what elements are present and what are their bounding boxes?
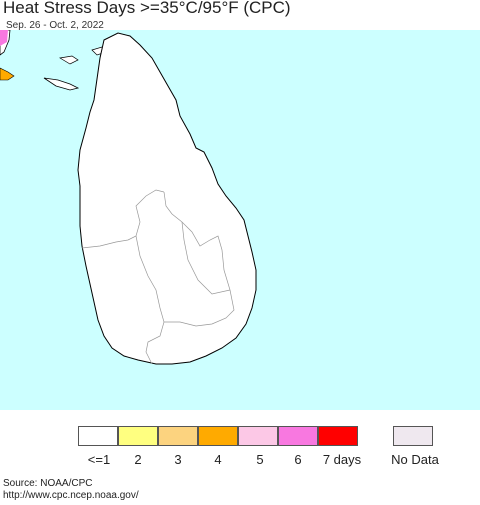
legend-swatch-2 [118, 426, 158, 446]
legend-label: <=1 [87, 452, 111, 467]
legend-label: 3 [174, 452, 182, 467]
source-line: Source: NOAA/CPC [3, 478, 93, 489]
legend-swatch-1 [78, 426, 118, 446]
legend-swatch-5 [238, 426, 278, 446]
legend-swatch-no-data [393, 426, 433, 446]
legend-swatch-7 [318, 426, 358, 446]
legend-swatch-3 [158, 426, 198, 446]
source-url: http://www.cpc.ncep.noaa.gov/ [3, 490, 139, 501]
legend-label: 2 [134, 452, 142, 467]
legend: <=1 2 3 4 5 6 7 days No Data [0, 426, 480, 470]
legend-swatch-4 [198, 426, 238, 446]
island [43, 77, 80, 91]
map-title: Heat Stress Days >=35°C/95°F (CPC) [3, 0, 291, 17]
date-range: Sep. 26 - Oct. 2, 2022 [6, 20, 104, 31]
legend-label: 4 [214, 452, 222, 467]
legend-label: 6 [294, 452, 302, 467]
legend-label: 5 [256, 452, 264, 467]
source-credit: Source: NOAA/CPC http://www.cpc.ncep.noa… [3, 478, 139, 502]
legend-label-no-data: No Data [391, 452, 439, 467]
legend-label: 7 days [322, 452, 362, 467]
sri-lanka-map [0, 30, 480, 410]
province-boundaries [81, 189, 235, 365]
sri-lanka-land [77, 32, 257, 365]
legend-swatch-6 [278, 426, 318, 446]
island [59, 55, 79, 65]
heat-area-orange [0, 67, 15, 81]
heat-area-pink [0, 30, 8, 46]
